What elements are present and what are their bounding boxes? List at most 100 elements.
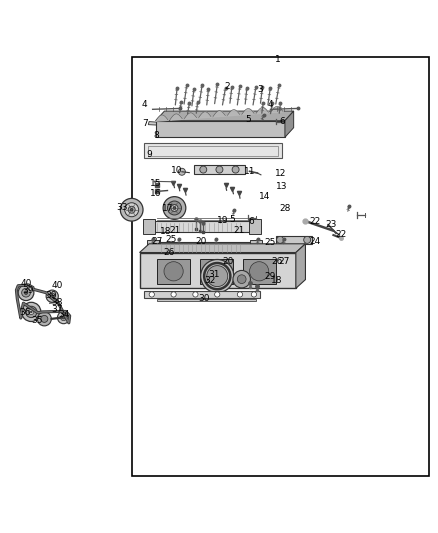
Text: 21: 21 [170, 226, 181, 235]
Circle shape [237, 292, 243, 297]
Polygon shape [155, 111, 293, 120]
Circle shape [216, 166, 223, 173]
Circle shape [250, 262, 269, 281]
Bar [159, 242, 251, 253]
Text: 32: 32 [205, 276, 216, 285]
Text: 25: 25 [165, 235, 177, 244]
Text: 11: 11 [244, 167, 255, 176]
Polygon shape [285, 111, 293, 138]
Circle shape [24, 291, 28, 294]
Circle shape [25, 306, 37, 318]
Text: 15: 15 [149, 179, 161, 188]
Text: 26: 26 [163, 248, 175, 257]
Text: 22: 22 [336, 230, 347, 239]
Circle shape [128, 206, 135, 213]
Bar [243, 259, 276, 284]
Circle shape [232, 166, 239, 173]
Bar [148, 146, 278, 156]
Circle shape [207, 265, 228, 287]
Bar [144, 143, 282, 158]
Circle shape [233, 270, 251, 288]
Text: 9: 9 [146, 150, 152, 159]
Text: 33: 33 [117, 203, 128, 212]
Bar [144, 291, 260, 298]
Circle shape [215, 292, 220, 297]
Text: 13: 13 [276, 182, 287, 191]
Bar [143, 220, 155, 234]
Text: 39: 39 [22, 286, 34, 295]
Bar [154, 221, 250, 232]
Text: 7: 7 [142, 119, 148, 128]
Text: 24: 24 [309, 237, 321, 246]
Text: 37: 37 [51, 305, 62, 314]
Circle shape [46, 290, 58, 302]
Bar [200, 259, 233, 284]
Text: 17: 17 [162, 204, 173, 213]
Circle shape [251, 292, 257, 297]
Bar [155, 120, 285, 138]
Text: 39: 39 [46, 291, 57, 300]
Circle shape [201, 260, 234, 293]
Circle shape [28, 309, 34, 314]
Circle shape [277, 236, 284, 244]
Text: 25: 25 [265, 238, 276, 247]
Text: 20: 20 [222, 257, 233, 266]
Circle shape [51, 295, 53, 297]
Circle shape [149, 292, 154, 297]
Text: 27: 27 [278, 257, 290, 266]
Text: 22: 22 [309, 216, 321, 225]
Text: 14: 14 [259, 192, 271, 201]
Bar [148, 240, 159, 255]
Bar [132, 57, 428, 476]
Text: 4: 4 [268, 100, 273, 109]
Circle shape [37, 312, 51, 326]
Text: 38: 38 [52, 298, 63, 307]
Bar [157, 299, 256, 302]
Text: 34: 34 [59, 310, 70, 319]
Bar [194, 165, 245, 174]
Text: 30: 30 [198, 294, 210, 303]
Circle shape [237, 275, 246, 284]
Text: 40: 40 [52, 281, 63, 290]
Bar [250, 240, 262, 255]
Circle shape [18, 285, 34, 301]
Text: 31: 31 [208, 270, 219, 279]
Text: 29: 29 [265, 272, 276, 281]
Circle shape [178, 168, 185, 175]
Polygon shape [140, 244, 305, 253]
Text: 8: 8 [153, 131, 159, 140]
Circle shape [21, 288, 30, 297]
Circle shape [30, 311, 32, 313]
Circle shape [57, 311, 70, 324]
Circle shape [131, 208, 133, 211]
Bar [157, 259, 190, 284]
Text: 12: 12 [275, 169, 286, 179]
Circle shape [207, 262, 226, 281]
Circle shape [49, 293, 55, 299]
Bar [276, 236, 311, 244]
Circle shape [125, 203, 139, 217]
Text: 1: 1 [275, 54, 281, 63]
Circle shape [21, 302, 41, 321]
Circle shape [304, 236, 311, 244]
Text: 28: 28 [280, 204, 291, 213]
Polygon shape [296, 244, 305, 288]
Circle shape [62, 316, 65, 319]
Text: 10: 10 [171, 166, 182, 175]
Text: 20: 20 [196, 237, 207, 246]
Bar [249, 220, 261, 234]
Circle shape [120, 198, 143, 221]
Text: 16: 16 [149, 189, 161, 198]
Text: 40: 40 [20, 279, 32, 288]
Circle shape [41, 316, 48, 322]
Text: 18: 18 [271, 276, 283, 285]
Text: 26: 26 [271, 257, 283, 266]
Bar [140, 253, 296, 288]
Circle shape [163, 197, 186, 220]
Text: 27: 27 [151, 237, 162, 246]
Text: 23: 23 [325, 220, 336, 229]
Text: 35: 35 [32, 316, 43, 325]
Text: 19: 19 [217, 216, 228, 225]
Text: 18: 18 [160, 227, 172, 236]
Circle shape [193, 292, 198, 297]
